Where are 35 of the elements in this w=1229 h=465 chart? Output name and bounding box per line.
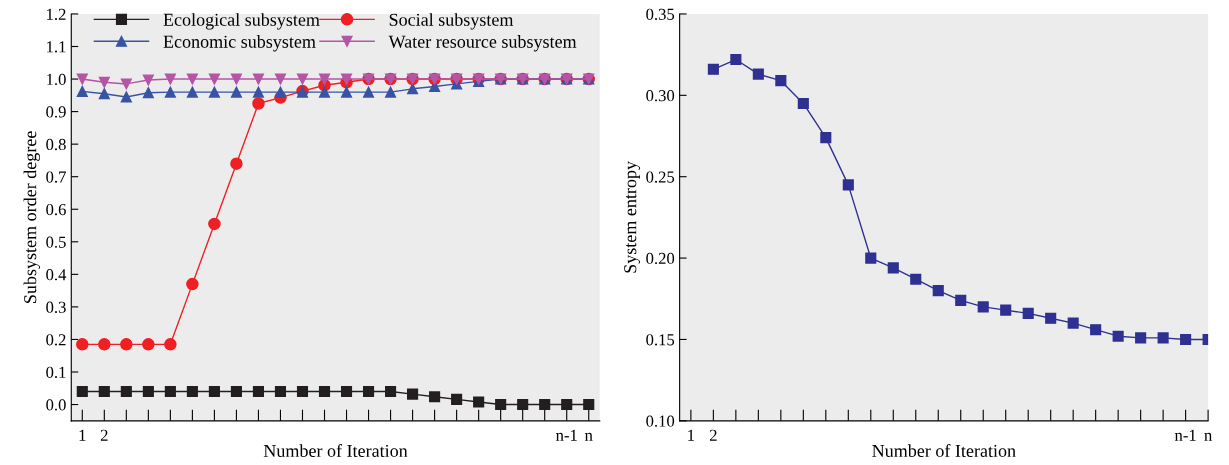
y-tick-label: 0.1 <box>46 366 66 379</box>
x-tick-label: 2 <box>100 429 108 441</box>
x-tick-label: n <box>584 432 593 441</box>
legend-label: Economic subsystem <box>163 35 316 52</box>
legend-label: Ecological subsystem <box>163 13 320 30</box>
y-tick-label: 1.0 <box>47 73 66 86</box>
y-tick-label: 0.20 <box>646 252 675 265</box>
x-axis-title: Number of Iteration <box>872 444 1016 457</box>
x-tick-label: 1 <box>79 429 86 441</box>
y-tick-label: 0.6 <box>46 203 66 216</box>
y-tick-label: 0.3 <box>46 301 66 313</box>
y-tick-label: 0.0 <box>46 399 66 411</box>
x-tick-label: n-1 <box>556 429 577 441</box>
y-tick-label: 1.1 <box>47 41 66 53</box>
legend-label: Social subsystem <box>389 13 514 30</box>
y-tick-label: 0.2 <box>46 334 66 346</box>
y-tick-label: 0.8 <box>46 138 66 151</box>
x-tick-label: n-1 <box>1174 429 1196 441</box>
y-tick-label: 0.15 <box>646 334 675 346</box>
x-tick-label: n <box>1204 432 1213 441</box>
y-tick-label: 0.4 <box>46 269 67 281</box>
y-tick-label: 0.25 <box>646 171 675 183</box>
y-axis-title: Subsystem order degree <box>23 131 41 303</box>
y-tick-label: 0.30 <box>646 90 675 102</box>
y-tick-label: 0.5 <box>46 236 66 248</box>
x-axis-title: Number of Iteration <box>263 444 408 457</box>
y-tick-label: 0.9 <box>46 106 66 118</box>
x-tick-label: 2 <box>709 429 717 441</box>
y-tick-label: 0.7 <box>46 171 66 183</box>
legend-label: Water resource subsystem <box>388 35 577 52</box>
y-axis-title: System entropy <box>624 161 641 273</box>
y-tick-label: 0.10 <box>646 415 675 427</box>
x-tick-label: 1 <box>688 429 695 441</box>
y-tick-label: 1.2 <box>47 8 66 20</box>
y-tick-label: 0.35 <box>646 8 675 20</box>
